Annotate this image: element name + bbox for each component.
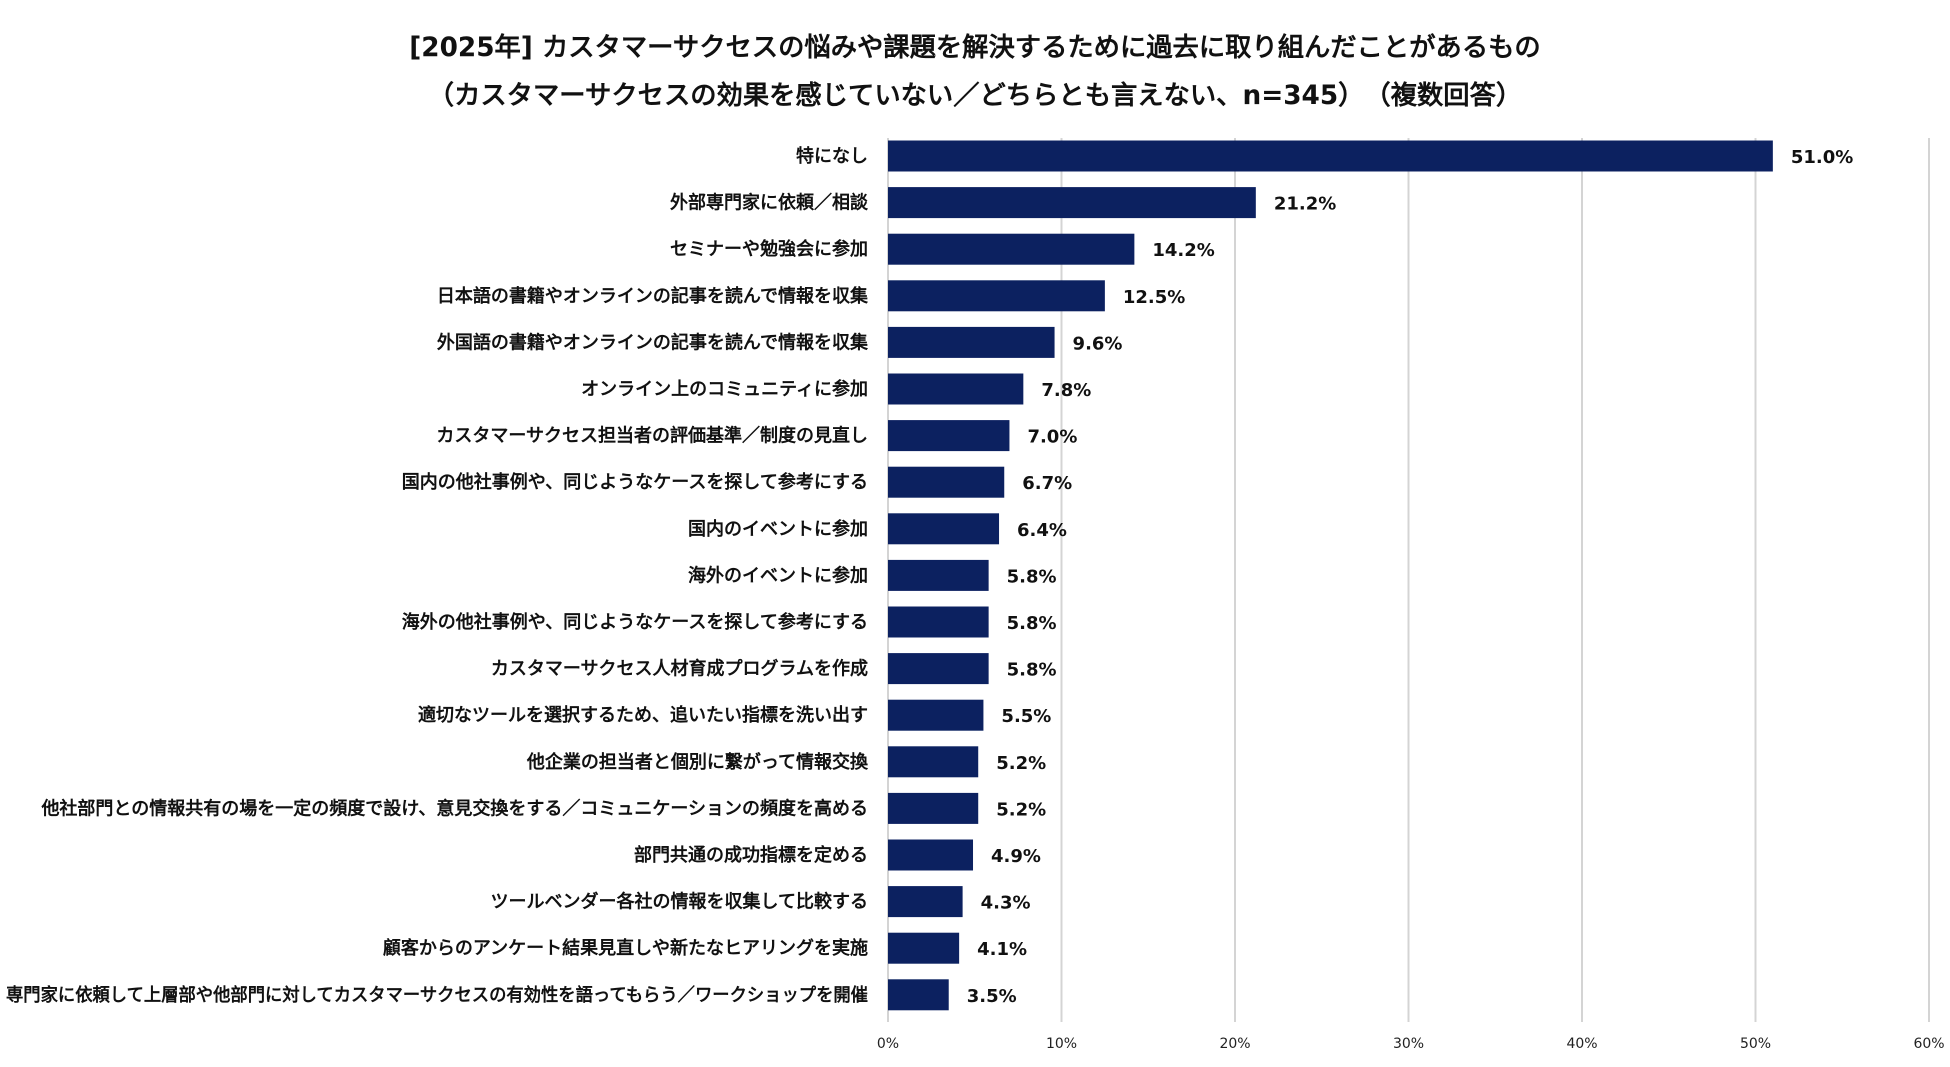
x-tick-label: 0% [877, 1036, 899, 1052]
value-label: 14.2% [1152, 240, 1214, 261]
x-tick-label: 10% [1046, 1036, 1077, 1052]
category-labels: 特になし外部専門家に依頼／相談セミナーや勉強会に参加日本語の書籍やオンラインの記… [6, 145, 869, 1006]
value-label: 4.1% [977, 939, 1027, 960]
x-tick-label: 20% [1219, 1036, 1250, 1052]
category-label: オンライン上のコミュニティに参加 [581, 378, 868, 400]
bar [888, 466, 1005, 498]
bar [888, 792, 979, 824]
category-label: 海外のイベントに参加 [688, 564, 868, 586]
category-label: セミナーや勉強会に参加 [670, 238, 868, 260]
category-label: カスタマーサクセス担当者の評価基準／制度の見直し [436, 425, 868, 447]
category-label: 他企業の担当者と個別に繋がって情報交換 [526, 751, 869, 773]
category-label: 特になし [796, 145, 868, 167]
value-label: 5.8% [1007, 566, 1057, 587]
bar [888, 606, 989, 638]
value-label: 6.7% [1022, 473, 1072, 494]
category-label: カスタマーサクセス人材育成プログラムを作成 [491, 658, 868, 680]
bar [888, 699, 984, 731]
bar [888, 280, 1105, 312]
bar [888, 373, 1024, 405]
category-label: 国内の他社事例や、同じようなケースを探して参考にする [402, 471, 868, 493]
category-label: ツールベンダー各社の情報を収集して比較する [491, 891, 868, 913]
value-label: 21.2% [1274, 194, 1336, 215]
value-label: 5.2% [996, 799, 1046, 820]
value-label: 9.6% [1073, 333, 1123, 354]
bar [888, 187, 1256, 219]
chart-subtitle: （カスタマーサクセスの効果を感じていない／どちらとも言えない、n=345） （複… [427, 81, 1523, 111]
value-label: 4.3% [981, 893, 1031, 914]
category-label: 部門共通の成功指標を定める [634, 844, 868, 866]
bar [888, 886, 963, 918]
value-label: 5.5% [1001, 706, 1051, 727]
x-tick-label: 40% [1566, 1036, 1597, 1052]
x-axis-ticks: 0% 10% 20% 30% 40% 50% 60% [877, 1036, 1945, 1052]
value-label: 3.5% [967, 986, 1017, 1007]
x-tick-label: 60% [1913, 1036, 1944, 1052]
category-label: 専門家に依頼して上層部や他部門に対してカスタマーサクセスの有効性を語ってもらう／… [6, 984, 868, 1006]
bar [888, 979, 949, 1011]
bar [888, 653, 989, 685]
value-label: 6.4% [1017, 520, 1067, 541]
x-tick-label: 50% [1740, 1036, 1771, 1052]
value-label: 5.2% [996, 753, 1046, 774]
bar [888, 513, 1000, 545]
bar [888, 932, 960, 964]
bars [888, 140, 1773, 1011]
category-label: 顧客からのアンケート結果見直しや新たなヒアリングを実施 [383, 937, 868, 959]
category-label: 適切なツールを選択するため、追いたい指標を洗い出す [418, 704, 868, 726]
value-label: 12.5% [1123, 287, 1185, 308]
value-labels: 51.0% 21.2% 14.2% 12.5% 9.6% 7.8% 7.0% 6.7% 6.4%… [967, 147, 1854, 1007]
x-tick-label: 30% [1393, 1036, 1424, 1052]
bar [888, 140, 1773, 172]
category-label: 他社部門との情報共有の場を一定の頻度で設け、意見交換をする／コミュニケーションの… [40, 797, 868, 819]
value-label: 7.0% [1027, 427, 1077, 448]
category-label: 外国語の書籍やオンラインの記事を読んで情報を収集 [437, 331, 869, 353]
category-label: 外部専門家に依頼／相談 [670, 192, 869, 214]
bar [888, 559, 989, 591]
bar [888, 233, 1135, 265]
category-label: 国内のイベントに参加 [688, 518, 868, 540]
value-label: 5.8% [1007, 660, 1057, 681]
chart-title: [2025年] カスタマーサクセスの悩みや課題を解決するために過去に取り組んだこ… [409, 33, 1541, 63]
value-label: 4.9% [991, 846, 1041, 867]
category-label: 日本語の書籍やオンラインの記事を読んで情報を収集 [437, 285, 869, 307]
bar [888, 326, 1055, 358]
chart-title-block: [2025年] カスタマーサクセスの悩みや課題を解決するために過去に取り組んだこ… [0, 24, 1950, 120]
value-label: 5.8% [1007, 613, 1057, 634]
bar [888, 746, 979, 778]
category-label: 海外の他社事例や、同じようなケースを探して参考にする [402, 611, 868, 633]
bar [888, 839, 974, 871]
bar [888, 420, 1010, 452]
value-label: 51.0% [1791, 147, 1853, 168]
value-label: 7.8% [1041, 380, 1091, 401]
